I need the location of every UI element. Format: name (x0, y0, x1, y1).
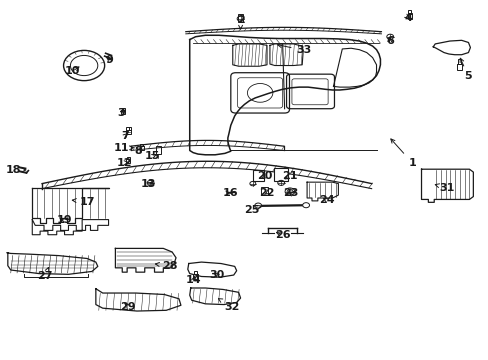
Text: 1: 1 (390, 139, 415, 168)
Text: 6: 6 (385, 36, 393, 46)
Bar (193, 274, 197, 279)
Text: 25: 25 (243, 204, 261, 215)
Bar (407, 13, 411, 19)
Circle shape (302, 203, 309, 208)
Text: 19: 19 (57, 215, 72, 225)
Bar (238, 14, 243, 22)
Text: 30: 30 (209, 270, 224, 280)
Text: 14: 14 (185, 275, 201, 285)
Bar (273, 168, 287, 181)
Text: 15: 15 (144, 151, 160, 161)
Text: 17: 17 (72, 197, 95, 207)
Text: 27: 27 (37, 267, 53, 282)
Bar (155, 146, 161, 154)
Text: 31: 31 (434, 183, 454, 193)
Text: 10: 10 (64, 66, 80, 76)
Text: 21: 21 (281, 171, 297, 181)
Bar (261, 187, 267, 195)
Text: 33: 33 (277, 44, 311, 55)
Text: 18: 18 (6, 165, 26, 175)
Bar (407, 10, 410, 13)
Text: 28: 28 (155, 261, 178, 271)
Bar (140, 146, 143, 150)
Text: 3: 3 (117, 108, 125, 118)
Text: 13: 13 (140, 179, 156, 189)
Text: 7: 7 (121, 131, 128, 141)
Text: 16: 16 (222, 188, 238, 198)
Circle shape (286, 189, 292, 194)
Text: 8: 8 (134, 146, 142, 156)
Circle shape (254, 203, 261, 208)
Text: 20: 20 (257, 171, 272, 181)
Bar (122, 108, 124, 110)
Text: 26: 26 (274, 230, 290, 240)
Bar (457, 59, 461, 64)
Bar (140, 144, 143, 146)
Bar (126, 157, 129, 159)
Text: 11: 11 (113, 143, 133, 153)
Bar (456, 64, 461, 70)
Bar (121, 110, 125, 114)
Bar (194, 271, 197, 274)
Bar (126, 159, 130, 163)
Bar (126, 127, 131, 134)
Text: 23: 23 (282, 188, 298, 198)
Text: 22: 22 (259, 188, 274, 198)
Text: 2: 2 (236, 15, 244, 29)
Text: 4: 4 (404, 13, 412, 23)
Text: 32: 32 (218, 298, 239, 312)
Text: 12: 12 (116, 158, 132, 168)
Text: 5: 5 (459, 58, 471, 81)
Text: 24: 24 (318, 195, 334, 205)
Text: 9: 9 (105, 55, 113, 66)
Bar (253, 170, 264, 181)
Text: 29: 29 (120, 302, 136, 312)
